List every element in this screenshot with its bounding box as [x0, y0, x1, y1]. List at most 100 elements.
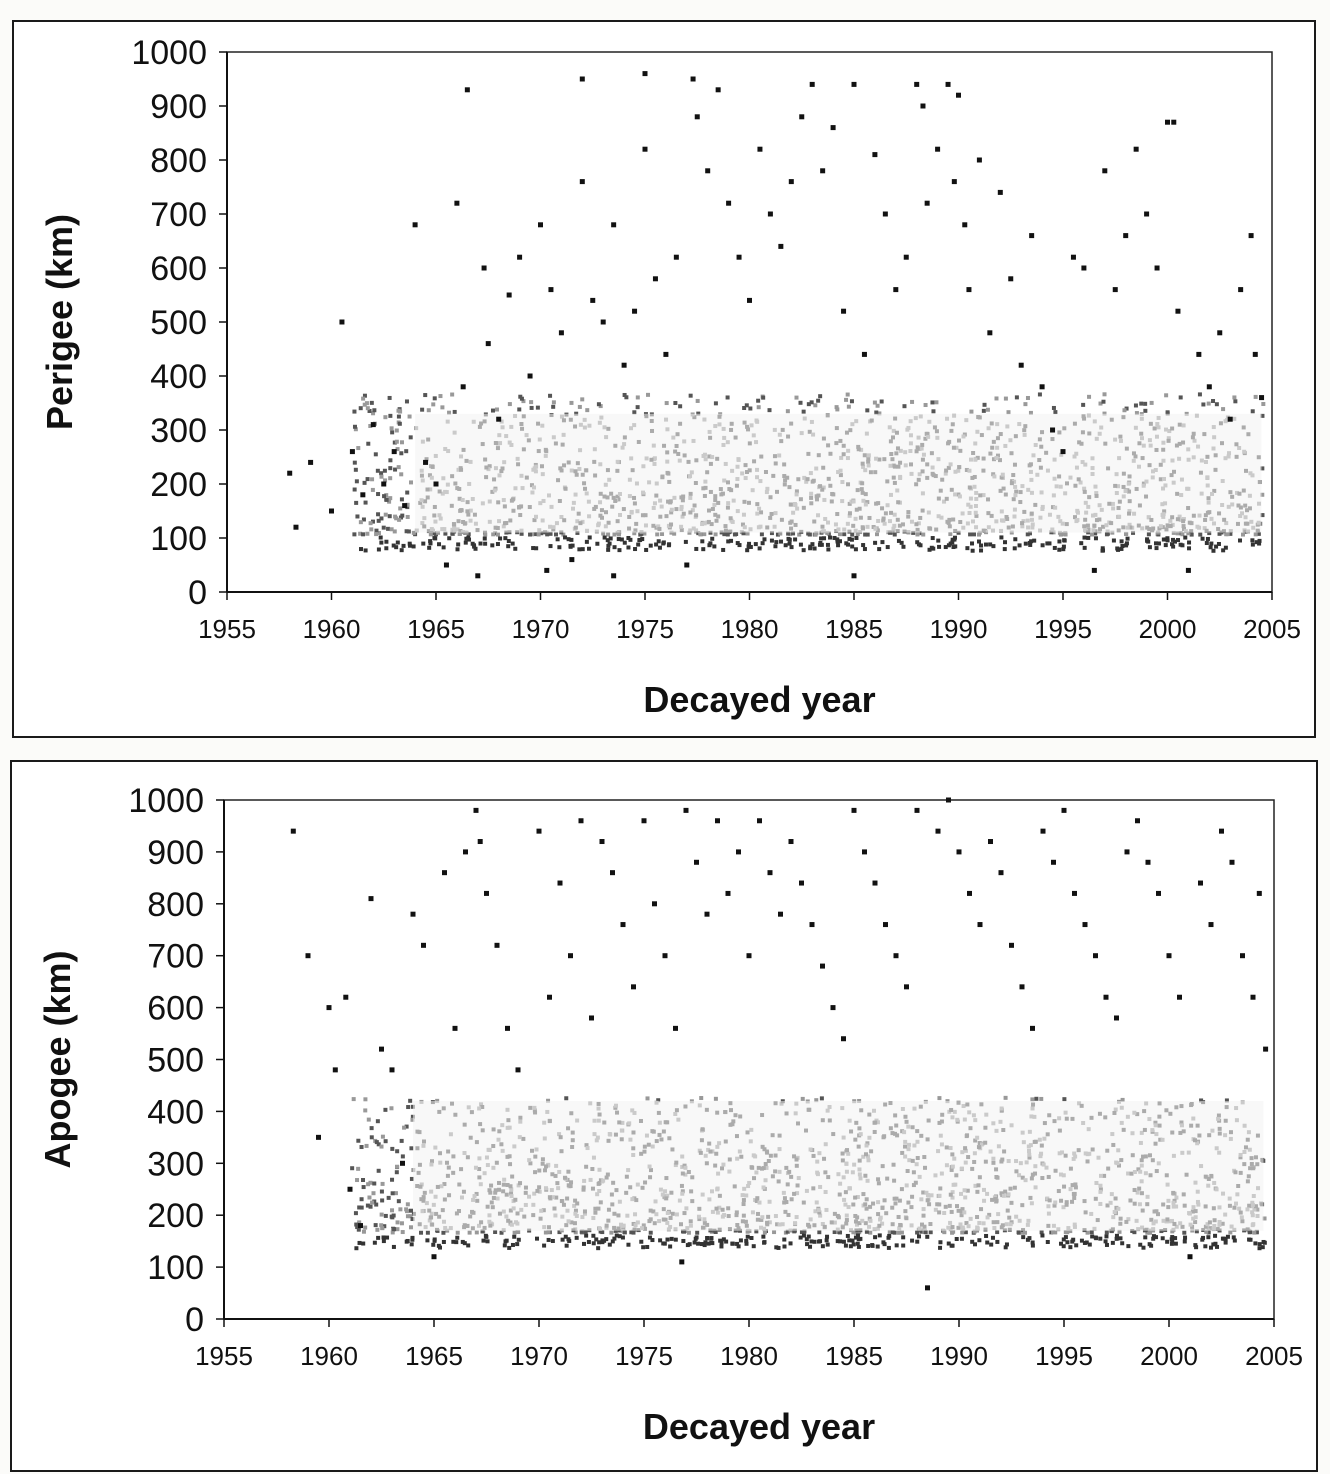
c0-point — [402, 503, 408, 509]
c0-point — [945, 81, 951, 87]
c0-x-tick-label: 1985 — [825, 614, 883, 644]
c0-point — [1217, 330, 1223, 336]
c0-y-tick-label: 500 — [150, 304, 207, 342]
c1-point — [988, 839, 993, 845]
c0-point — [663, 351, 669, 357]
c0-point — [381, 481, 387, 487]
c1-point — [883, 922, 888, 928]
c1-point — [305, 953, 311, 959]
c1-x-tick-label: 1955 — [195, 1341, 253, 1371]
c1-point — [725, 890, 731, 896]
c0-point — [861, 351, 867, 357]
c1-plot-area — [223, 799, 1275, 1320]
c1-point — [589, 1015, 594, 1021]
c1-point — [578, 818, 584, 824]
c0-x-tick-label: 1965 — [407, 614, 465, 644]
c0-point — [412, 222, 418, 228]
c0-point — [882, 211, 888, 217]
c0-point — [308, 459, 314, 465]
c1-point — [1250, 994, 1256, 1000]
c0-point — [726, 200, 732, 206]
c1-point — [316, 1134, 321, 1140]
c0-point — [951, 179, 957, 185]
c0-point — [460, 384, 466, 390]
apogee-chart-panel: 1955 1960 1965 1970 1975 1980 1985 1990 1995 2000… — [10, 760, 1318, 1472]
c0-point — [569, 557, 575, 563]
c1-point — [1093, 953, 1098, 959]
c1-x-tick-label: 2000 — [1140, 1341, 1198, 1371]
c0-point — [690, 76, 696, 82]
c1-point — [1135, 818, 1140, 824]
c0-point — [611, 573, 617, 579]
c0-point — [287, 470, 293, 476]
c1-point — [473, 807, 479, 813]
c0-point — [684, 562, 690, 568]
c1-point — [515, 1067, 521, 1073]
c1-y-tick-label: 300 — [147, 1145, 204, 1183]
c0-point — [872, 152, 878, 158]
c1-x-tick-label: 1990 — [930, 1341, 988, 1371]
c1-point — [799, 880, 804, 886]
c0-point — [830, 125, 836, 131]
c1-point — [641, 818, 647, 824]
c1-x-tick-label: 1960 — [300, 1341, 358, 1371]
c1-point — [326, 1005, 332, 1011]
c1-point — [379, 1046, 384, 1052]
c0-point — [517, 254, 523, 260]
c0-x-tick-label: 1995 — [1034, 614, 1092, 644]
c1-point — [704, 911, 710, 917]
c0-y-tick-label: 700 — [150, 196, 207, 234]
c0-x-tick-label: 1970 — [512, 614, 570, 644]
c0-point — [544, 567, 550, 573]
c0-point — [579, 179, 585, 185]
c1-x-tick-label: 1970 — [510, 1341, 568, 1371]
c0-point — [694, 114, 700, 120]
c0-point — [475, 573, 481, 579]
perigee-chart-panel: 1955 1960 1965 1970 1975 1980 1985 1990 1995 2000… — [12, 20, 1316, 738]
c0-point — [1018, 362, 1024, 368]
c1-x-axis-title: Decayed year — [643, 1406, 875, 1447]
c0-point — [391, 449, 397, 455]
c0-point — [1144, 211, 1150, 217]
c0-point — [1196, 351, 1202, 357]
c0-point — [1154, 265, 1160, 271]
c0-point — [423, 459, 429, 465]
c1-point — [830, 1005, 836, 1011]
c1-point — [956, 849, 962, 855]
c1-point — [694, 859, 699, 865]
c0-point — [538, 222, 543, 228]
c0-y-tick-label: 200 — [150, 466, 207, 504]
c1-point — [1145, 859, 1151, 865]
c1-point — [421, 942, 426, 948]
c0-point — [1081, 265, 1087, 271]
c0-point — [1185, 567, 1191, 573]
c0-point — [1259, 395, 1265, 401]
c0-point — [1252, 351, 1258, 357]
c0-point — [956, 92, 961, 98]
c0-point — [548, 287, 554, 293]
apogee-scatter-plot: 1955 1960 1965 1970 1975 1980 1985 1990 1995 2000… — [37, 782, 1303, 1447]
c1-point — [673, 1025, 678, 1031]
c1-point — [935, 828, 941, 834]
c1-point — [620, 922, 626, 928]
c0-point — [642, 71, 648, 77]
c0-point — [976, 157, 982, 163]
c1-point — [358, 1223, 363, 1229]
c1-point — [946, 797, 951, 803]
c1-y-tick-label: 100 — [147, 1249, 204, 1287]
c0-point — [293, 524, 299, 530]
c1-point — [679, 1259, 685, 1265]
c0-point — [1165, 119, 1170, 125]
c0-points — [287, 71, 1265, 579]
c1-y-axis-title: Apogee (km) — [37, 950, 78, 1168]
c0-point — [464, 87, 470, 93]
c0-point — [924, 200, 930, 206]
c0-point — [496, 416, 502, 422]
c1-point — [683, 807, 689, 813]
c1-point — [1072, 890, 1077, 896]
c0-point — [579, 76, 585, 82]
perigee-scatter-plot: 1955 1960 1965 1970 1975 1980 1985 1990 1995 2000… — [39, 34, 1301, 720]
c0-point — [757, 146, 763, 152]
c0-point — [485, 341, 491, 347]
c0-point — [914, 81, 920, 87]
